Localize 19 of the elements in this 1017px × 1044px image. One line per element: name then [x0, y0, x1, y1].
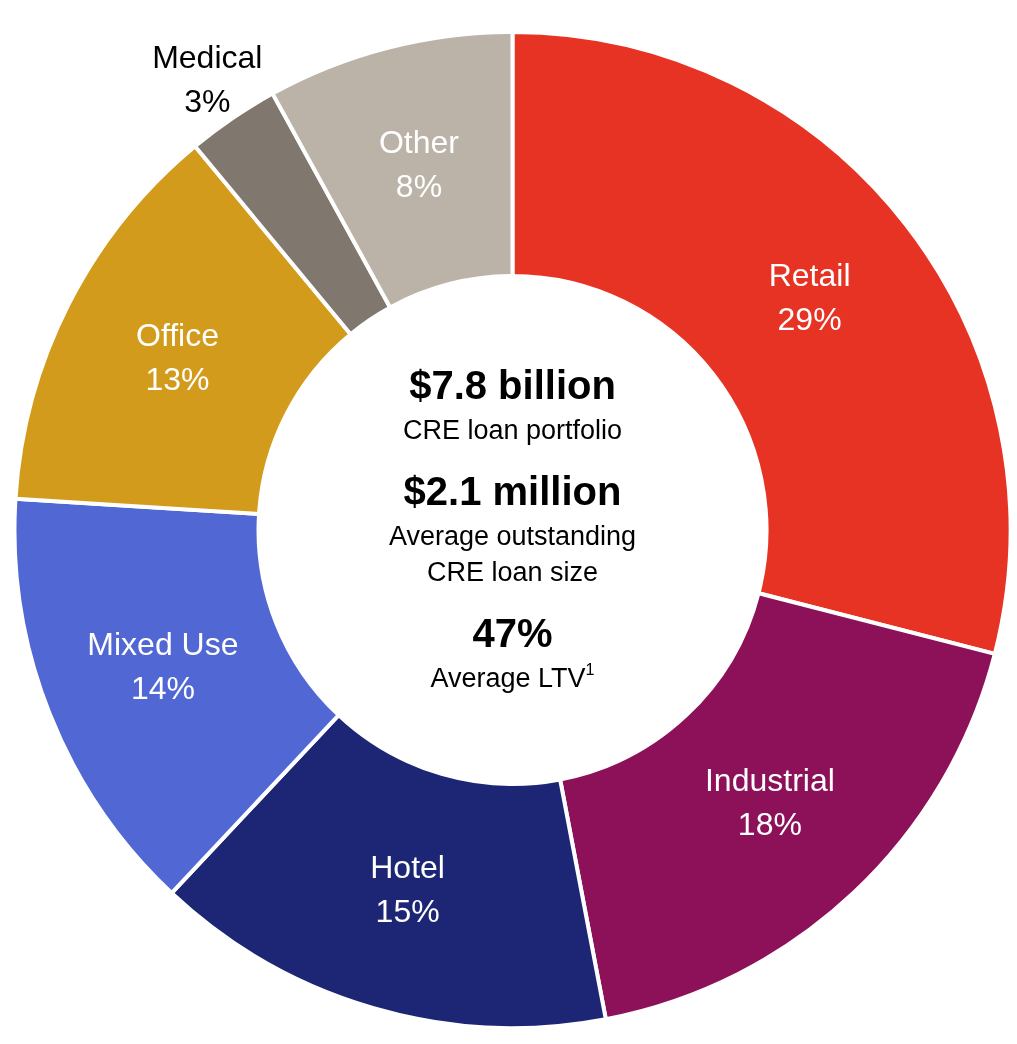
data-label: 8%: [395, 167, 443, 204]
text: $2.1 million: [403, 469, 622, 514]
slice-label: Other: [378, 123, 460, 160]
slice-label: Retail: [768, 257, 851, 294]
slice-label: Office: [135, 317, 219, 354]
text: $7.8 billion: [409, 363, 616, 408]
data-label: 29%: [777, 301, 842, 338]
text: Average outstanding CRE loan size: [388, 521, 637, 588]
slice-label: Industrial: [704, 761, 835, 798]
text: 47%: [472, 611, 553, 656]
data-label: 14%: [130, 670, 195, 707]
slice-label: Mixed Use: [87, 626, 239, 663]
slice-label: Medical: [152, 38, 263, 75]
text: CRE loan portfolio: [402, 415, 623, 446]
slice-label: Hotel: [370, 848, 445, 885]
data-label: 3%: [184, 82, 231, 119]
data-label: 13%: [145, 361, 210, 398]
data-label: 18%: [737, 805, 802, 842]
data-label: 15%: [375, 892, 440, 929]
